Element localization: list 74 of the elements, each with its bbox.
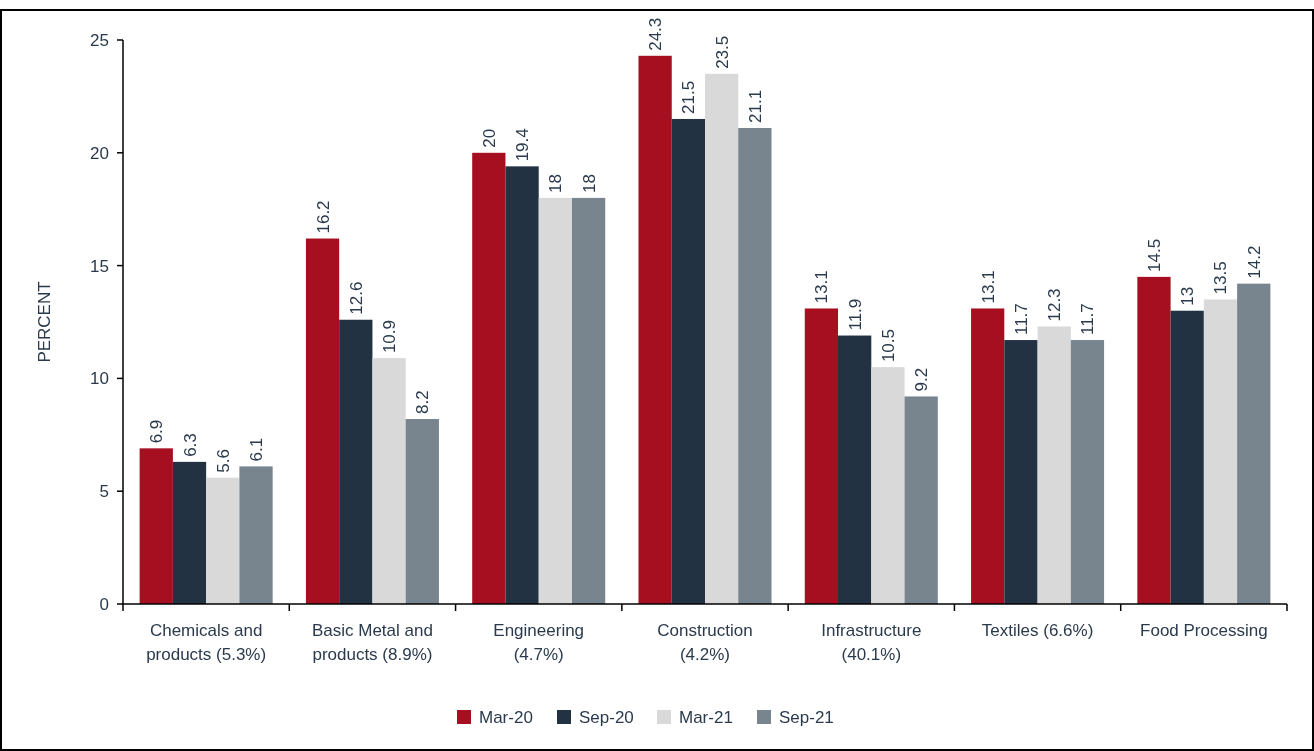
x-tick-label: Textiles (6.6%) xyxy=(981,621,1094,640)
data-label: 8.2 xyxy=(413,390,433,415)
data-label: 12.6 xyxy=(346,281,366,315)
y-axis-title: PERCENT xyxy=(35,281,54,363)
legend-label: Mar-21 xyxy=(679,707,733,727)
data-label: 6.3 xyxy=(180,433,200,457)
bar xyxy=(971,308,1005,604)
data-label: 12.3 xyxy=(1045,288,1065,322)
legend-label: Sep-21 xyxy=(779,707,834,727)
bar xyxy=(1203,299,1238,604)
data-label: 6.9 xyxy=(147,419,167,444)
bar xyxy=(139,448,173,604)
data-label: 23.5 xyxy=(712,35,732,69)
bar xyxy=(1004,340,1038,604)
data-label: 21.5 xyxy=(679,80,699,114)
bar xyxy=(571,197,606,604)
x-tick-label: Infrastructure (40.1%) xyxy=(821,621,922,664)
data-label: 10.5 xyxy=(878,329,898,363)
data-label: 5.6 xyxy=(213,449,233,473)
data-label: 13.1 xyxy=(978,270,998,304)
x-tick-label: Chemicals and products (5.3%) xyxy=(146,621,267,664)
bar xyxy=(705,73,739,604)
x-tick-label: Engineering (4.7%) xyxy=(493,621,585,664)
bar xyxy=(339,319,373,604)
bar xyxy=(405,419,439,604)
data-label: 10.9 xyxy=(380,320,400,354)
y-tick-label: 25 xyxy=(90,30,109,50)
bar xyxy=(804,308,839,604)
data-label: 13 xyxy=(1178,286,1198,306)
bar xyxy=(838,335,872,604)
bar xyxy=(1170,310,1204,604)
data-label: 21.1 xyxy=(745,89,765,123)
y-tick-label: 15 xyxy=(90,256,109,276)
y-tick-label: 5 xyxy=(99,482,109,502)
legend-label: Mar-20 xyxy=(479,707,533,727)
data-label: 9.2 xyxy=(912,367,932,392)
legend-label: Sep-20 xyxy=(579,707,634,727)
data-label: 14.5 xyxy=(1144,238,1164,272)
x-tick-label: Construction (4.2%) xyxy=(657,621,753,664)
x-tick-label: Basic Metal and products (8.9%) xyxy=(311,621,433,664)
bar xyxy=(538,197,572,604)
bar xyxy=(1237,283,1271,604)
data-label: 11.7 xyxy=(1011,303,1031,336)
bar xyxy=(372,358,406,604)
bar xyxy=(172,461,207,604)
x-tick-label: Food Processing xyxy=(1140,621,1268,640)
bar xyxy=(239,466,273,604)
bar xyxy=(305,238,340,604)
y-tick-label: 0 xyxy=(99,594,109,614)
bar xyxy=(505,166,539,604)
data-label: 14.2 xyxy=(1244,245,1264,279)
data-label: 11.7 xyxy=(1078,303,1098,336)
data-label: 6.1 xyxy=(247,437,267,462)
data-label: 18 xyxy=(546,174,566,193)
data-label: 18 xyxy=(579,174,599,193)
bar xyxy=(1037,326,1071,604)
data-label: 13.1 xyxy=(812,270,832,304)
bar xyxy=(638,55,672,604)
y-tick-label: 10 xyxy=(90,369,109,389)
bar xyxy=(904,396,938,604)
data-label: 24.3 xyxy=(646,17,666,51)
data-label: 20 xyxy=(479,128,499,148)
bar xyxy=(738,127,772,604)
bar xyxy=(472,152,506,604)
data-label: 11.9 xyxy=(845,298,865,331)
bar xyxy=(871,367,905,604)
data-label: 19.4 xyxy=(513,128,533,162)
bar xyxy=(1137,276,1171,604)
bar xyxy=(671,118,705,604)
data-label: 13.5 xyxy=(1211,261,1231,295)
y-tick-label: 20 xyxy=(90,143,109,163)
bar xyxy=(206,477,240,604)
bar xyxy=(1070,340,1105,604)
data-label: 16.2 xyxy=(313,200,333,234)
